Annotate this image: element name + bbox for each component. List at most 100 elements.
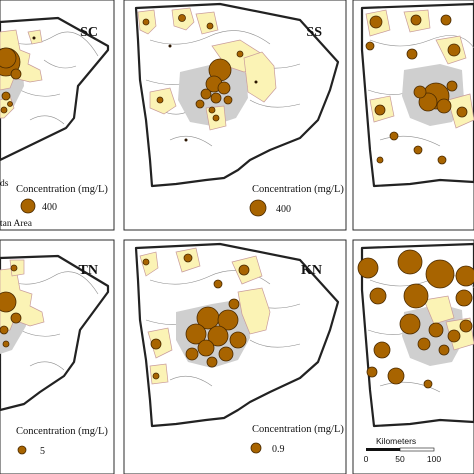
legend-line-partial: ds bbox=[0, 179, 9, 189]
concentration-symbols bbox=[0, 264, 22, 348]
concentration-symbols bbox=[357, 249, 474, 389]
concentration-symbol bbox=[0, 325, 9, 335]
concentration-symbol bbox=[229, 331, 247, 349]
concentration-symbol bbox=[447, 43, 461, 57]
sub-basin-lines bbox=[5, 271, 99, 371]
concentration-symbol bbox=[357, 257, 379, 279]
scale-bar: Kilometers 0 50 100 bbox=[364, 436, 442, 464]
watershed bbox=[243, 51, 277, 103]
concentration-symbol bbox=[183, 253, 193, 263]
concentration-symbol bbox=[425, 259, 455, 289]
legend-value: 400 bbox=[42, 202, 57, 213]
concentration-symbol bbox=[218, 346, 234, 362]
concentration-symbol bbox=[212, 114, 220, 122]
panel-sc: SC ds Concentration (mg/L) 400 tan Area bbox=[0, 16, 110, 229]
concentration-symbol bbox=[32, 36, 36, 40]
concentration-symbol bbox=[455, 265, 474, 287]
concentration-symbol bbox=[7, 101, 13, 107]
scale-bar-tick-label: 0 bbox=[364, 454, 369, 464]
concentration-symbol bbox=[178, 14, 186, 22]
concentration-symbol bbox=[217, 81, 231, 95]
legend-symbol bbox=[17, 445, 27, 455]
panel-label: SC bbox=[80, 25, 98, 40]
watershed bbox=[237, 287, 271, 335]
concentration-symbol bbox=[423, 379, 433, 389]
panel-label: TN bbox=[79, 263, 98, 278]
concentration-symbols bbox=[0, 36, 36, 114]
watershed bbox=[139, 251, 159, 277]
concentration-symbols bbox=[142, 14, 258, 142]
legend-value: 5 bbox=[40, 446, 45, 457]
concentration-symbol bbox=[238, 264, 250, 276]
concentration-symbol bbox=[168, 44, 172, 48]
concentration-symbol bbox=[376, 156, 384, 164]
concentration-symbol bbox=[436, 98, 452, 114]
concentration-symbol bbox=[438, 344, 450, 356]
concentration-symbol bbox=[413, 85, 427, 99]
panel-ss: SS Concentration (mg/L) 400 bbox=[134, 2, 344, 217]
concentration-symbol bbox=[456, 106, 468, 118]
legend-title: Concentration (mg/L) bbox=[16, 426, 108, 437]
legend-symbol bbox=[249, 199, 267, 217]
panel-kn: KN Concentration (mg/L) 0.9 bbox=[134, 242, 344, 455]
panel-tn: TN Concentration (mg/L) 5 bbox=[0, 254, 110, 457]
concentration-symbol bbox=[10, 68, 22, 80]
concentration-symbol bbox=[200, 88, 212, 100]
concentration-symbol bbox=[373, 341, 391, 359]
concentration-symbol bbox=[403, 283, 429, 309]
concentration-symbol bbox=[206, 356, 218, 368]
legend-line-partial: tan Area bbox=[0, 219, 33, 229]
legend-title: Concentration (mg/L) bbox=[252, 424, 344, 435]
concentration-symbol bbox=[459, 319, 473, 333]
concentration-symbol bbox=[197, 339, 215, 357]
concentration-symbol bbox=[437, 155, 447, 165]
watershed bbox=[423, 295, 455, 325]
concentration-symbols bbox=[142, 253, 250, 380]
concentration-symbol bbox=[406, 48, 418, 60]
panel-6-frame bbox=[352, 239, 474, 474]
concentration-symbol bbox=[152, 372, 160, 380]
concentration-symbol bbox=[417, 337, 431, 351]
panel-tn-frame bbox=[0, 239, 115, 474]
panel-sc-frame bbox=[0, 0, 115, 231]
legend-title: Concentration (mg/L) bbox=[16, 184, 108, 195]
concentration-symbol bbox=[399, 313, 421, 335]
concentration-symbol bbox=[254, 80, 258, 84]
legend-value: 0.9 bbox=[272, 444, 285, 455]
concentration-symbol bbox=[446, 80, 458, 92]
concentration-symbol bbox=[374, 104, 386, 116]
watershed bbox=[195, 11, 219, 35]
concentration-symbol bbox=[413, 145, 423, 155]
metro-area bbox=[178, 60, 248, 126]
concentration-symbol bbox=[142, 258, 150, 266]
panel-label: SS bbox=[306, 25, 322, 40]
concentration-symbol bbox=[156, 96, 164, 104]
panel-3 bbox=[360, 2, 474, 188]
concentration-symbol bbox=[2, 340, 10, 348]
panel-6: Kilometers 0 50 100 bbox=[357, 242, 474, 464]
concentration-symbol bbox=[207, 325, 229, 347]
concentration-symbol bbox=[223, 95, 233, 105]
scale-bar-tick-label: 50 bbox=[395, 454, 405, 464]
legend-symbol bbox=[20, 198, 36, 214]
concentration-symbol bbox=[142, 18, 150, 26]
concentration-symbol bbox=[228, 298, 240, 310]
concentration-symbol bbox=[365, 41, 375, 51]
concentration-symbol bbox=[206, 22, 214, 30]
scale-bar-segment bbox=[366, 448, 400, 451]
concentration-symbol bbox=[455, 289, 473, 307]
concentration-symbol bbox=[369, 15, 383, 29]
legend-symbol bbox=[250, 442, 262, 454]
scale-bar-segment bbox=[399, 447, 435, 452]
concentration-symbol bbox=[369, 287, 387, 305]
concentration-symbols bbox=[365, 14, 468, 165]
concentration-symbol bbox=[210, 92, 222, 104]
concentration-symbol bbox=[418, 92, 438, 112]
panel-ss-frame bbox=[123, 0, 347, 231]
concentration-symbol bbox=[150, 338, 162, 350]
concentration-symbol bbox=[440, 14, 452, 26]
concentration-symbol bbox=[428, 322, 444, 338]
concentration-symbol bbox=[185, 347, 199, 361]
concentration-symbol bbox=[184, 138, 188, 142]
